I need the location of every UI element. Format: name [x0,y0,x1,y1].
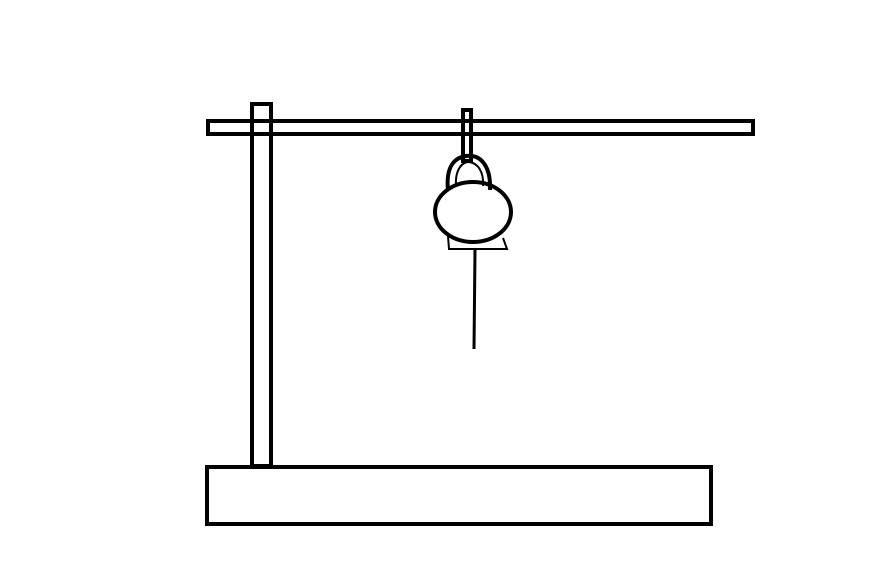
horizontal-bar [206,119,755,136]
hanging-string [472,249,477,350]
support-wedge [447,235,509,250]
base-block [205,465,713,526]
hanging-bob [433,180,513,244]
bob-hook-inner [454,160,485,187]
bob-hook [445,153,493,191]
vertical-pole [250,102,273,468]
